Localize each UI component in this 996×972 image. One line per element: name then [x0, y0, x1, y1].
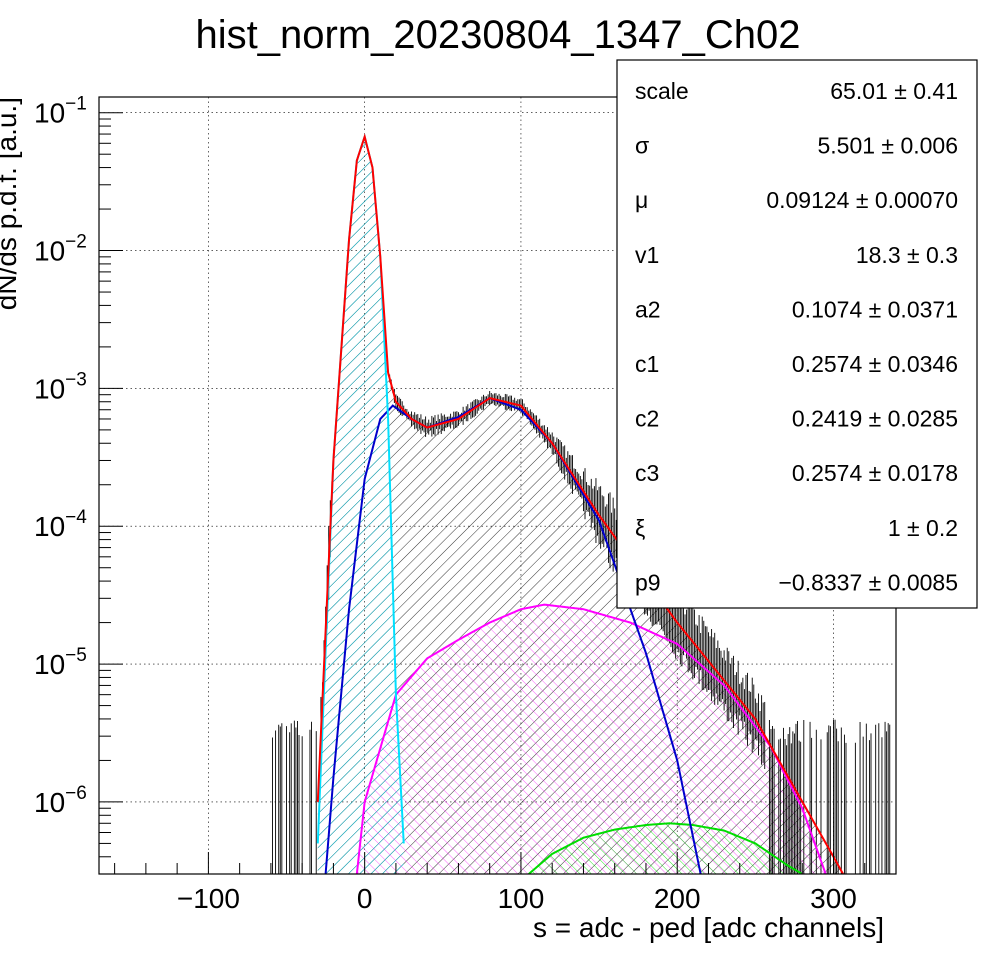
x-tick-label: 0 — [357, 883, 373, 914]
stat-param-name: p9 — [635, 569, 661, 595]
stat-param-name: ξ — [635, 515, 645, 541]
y-tick-label: 10−6 — [34, 783, 87, 818]
stat-param-value: 1 ± 0.2 — [888, 515, 958, 541]
stat-param-name: c2 — [635, 406, 659, 432]
stat-param-name: σ — [635, 133, 649, 159]
stat-param-name: scale — [635, 78, 689, 104]
y-tick-label: 10−1 — [34, 94, 87, 129]
x-tick-label: 200 — [654, 883, 701, 914]
stat-param-value: 65.01 ± 0.41 — [830, 78, 958, 104]
stat-param-value: 0.2419 ± 0.0285 — [792, 406, 958, 432]
component-fill — [528, 823, 803, 874]
y-tick-label: 10−2 — [34, 232, 87, 267]
y-tick-label: 10−5 — [34, 645, 87, 680]
stat-param-name: a2 — [635, 296, 661, 322]
x-tick-label: 300 — [810, 883, 857, 914]
stat-param-value: 5.501 ± 0.006 — [817, 133, 958, 159]
stat-param-value: 0.2574 ± 0.0346 — [792, 351, 958, 377]
x-axis-title: s = adc - ped [adc channels] — [533, 912, 884, 943]
y-tick-label: 10−3 — [34, 369, 87, 404]
y-tick-label: 10−4 — [34, 507, 87, 542]
stat-param-name: v1 — [635, 242, 659, 268]
axis-ticks: −100 0 100 200 300 10−6 10−5 10−4 10−3 10−2 10−1 — [34, 94, 897, 914]
stats-box: scale 65.01 ± 0.41 σ 5.501 ± 0.006 μ 0.09124 … — [616, 59, 978, 609]
fit-curve — [316, 133, 845, 874]
stat-param-value: 0.09124 ± 0.00070 — [766, 187, 958, 213]
x-tick-label: 100 — [498, 883, 545, 914]
stat-param-value: 0.2574 ± 0.0178 — [792, 460, 958, 486]
stat-param-name: μ — [635, 187, 648, 213]
stat-param-name: c1 — [635, 351, 659, 377]
stat-param-value: −0.8337 ± 0.0085 — [778, 569, 958, 595]
fit-curve — [528, 822, 803, 874]
chart-title: hist_norm_20230804_1347_Ch02 — [196, 13, 801, 57]
fit-curves — [316, 133, 845, 874]
y-axis-title: dN/ds p.d.f. [a.u.] — [0, 97, 22, 310]
fit-curve — [355, 603, 827, 874]
x-tick-label: −100 — [177, 883, 240, 914]
stat-param-value: 18.3 ± 0.3 — [856, 242, 958, 268]
stat-param-name: c3 — [635, 460, 659, 486]
stat-param-value: 0.1074 ± 0.0371 — [792, 296, 958, 322]
